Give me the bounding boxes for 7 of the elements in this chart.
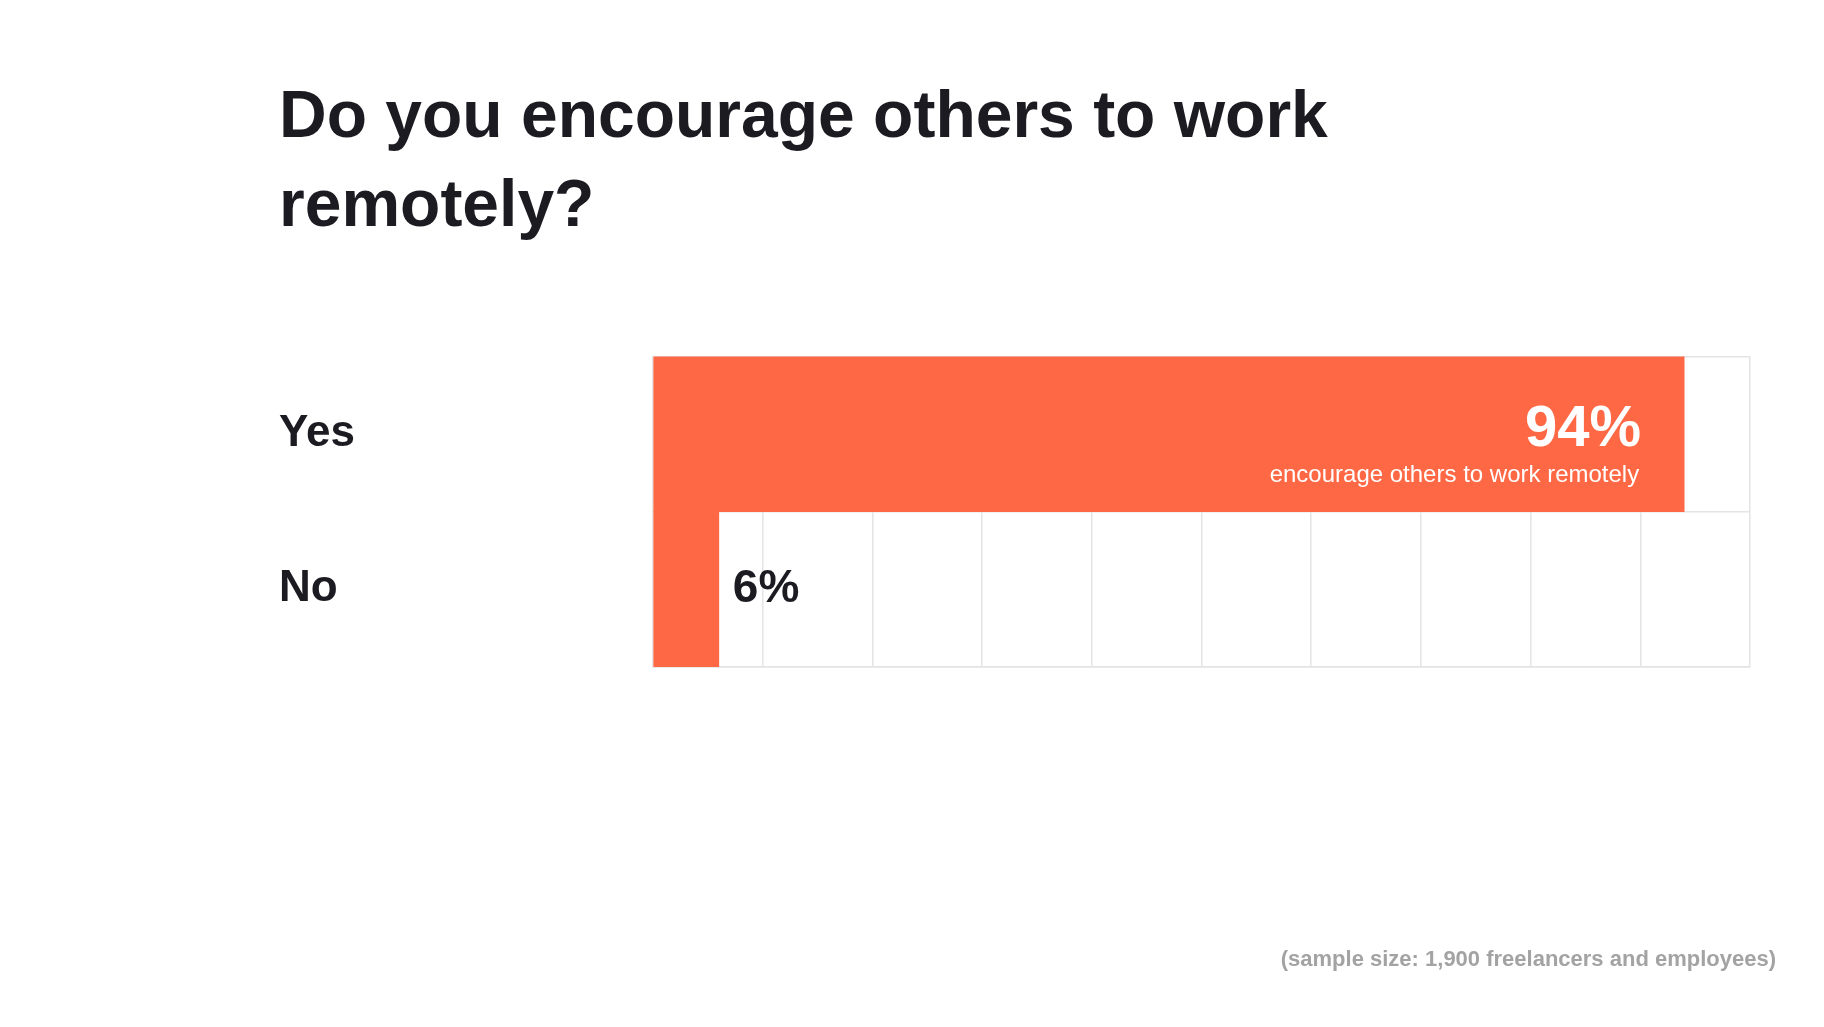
data-label: 6% (732, 560, 800, 613)
data-label: 94% (1525, 393, 1642, 459)
chart-title: Do you encourage others to work remotely? (279, 76, 1329, 242)
y-tick-label: No (279, 561, 338, 611)
y-tick-label: Yes (279, 406, 355, 456)
text: (sample size: 1,900 freelancers and employees) (1280, 946, 1776, 972)
annotation: encourage others to work remotely (1269, 460, 1640, 488)
